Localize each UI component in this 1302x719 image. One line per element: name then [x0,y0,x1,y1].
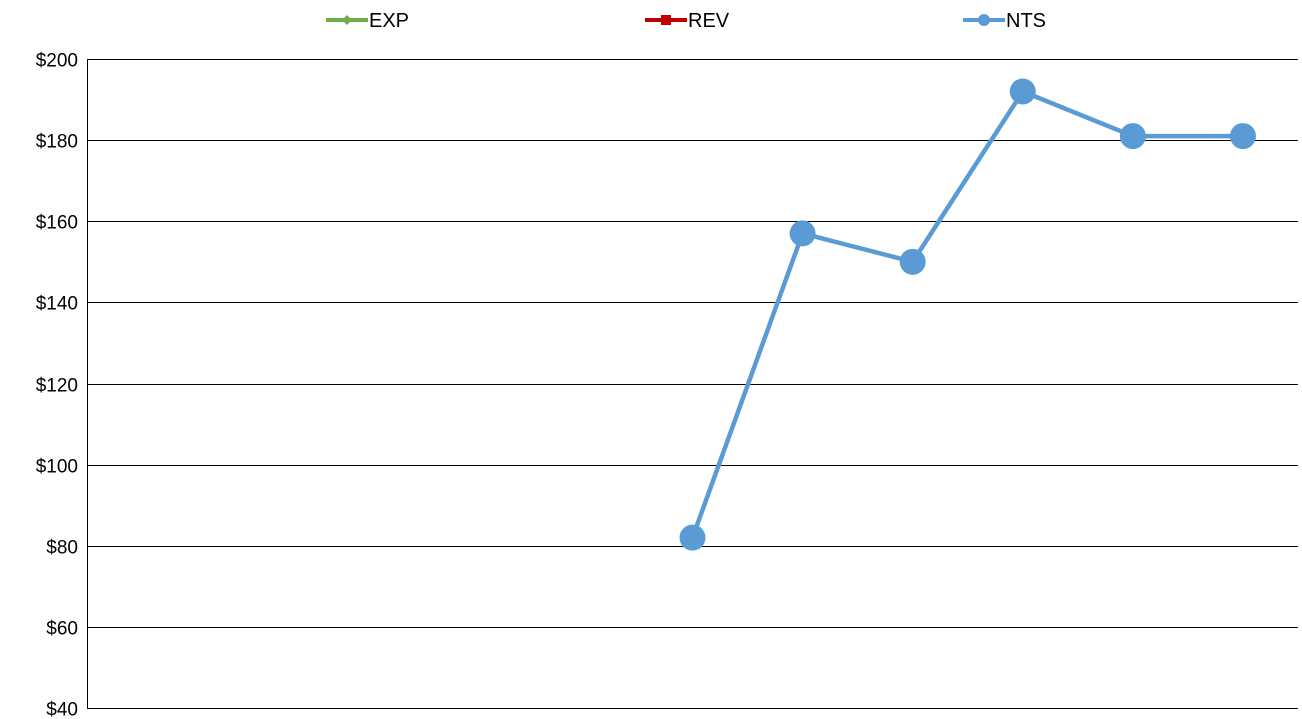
legend-label: NTS [1006,10,1046,32]
y-tick-label: $120 [36,376,78,397]
data-point [789,220,816,247]
y-tick-label: $140 [36,294,78,315]
data-point [1119,123,1146,150]
legend-marker [978,14,990,26]
y-tick-label: $40 [46,700,78,719]
y-tick-label: $180 [36,132,78,153]
data-point [679,524,706,551]
legend-marker [661,15,671,25]
series-layer [679,78,1256,551]
legend-item-exp: EXP [326,10,409,32]
legend-item-rev: REV [645,10,730,32]
y-tick-label: $200 [36,51,78,72]
data-point [899,248,926,275]
y-tick-label: $160 [36,213,78,234]
legend-marker [342,15,352,25]
legend-label: REV [688,10,730,32]
data-point [1009,78,1036,105]
y-tick-label: $60 [46,619,78,640]
legend: EXP REV NTS [326,10,1046,32]
legend-item-nts: NTS [963,10,1046,32]
y-tick-label: $100 [36,457,78,478]
data-point [1229,123,1256,150]
y-tick-label: $80 [46,538,78,559]
gridlines [87,59,1298,709]
series-nts [679,78,1256,551]
series-line-nts [690,89,1243,539]
legend-label: EXP [369,10,409,32]
y-axis: $200 $180 $160 $140 $120 $100 $80 $60 $40 [36,51,88,719]
